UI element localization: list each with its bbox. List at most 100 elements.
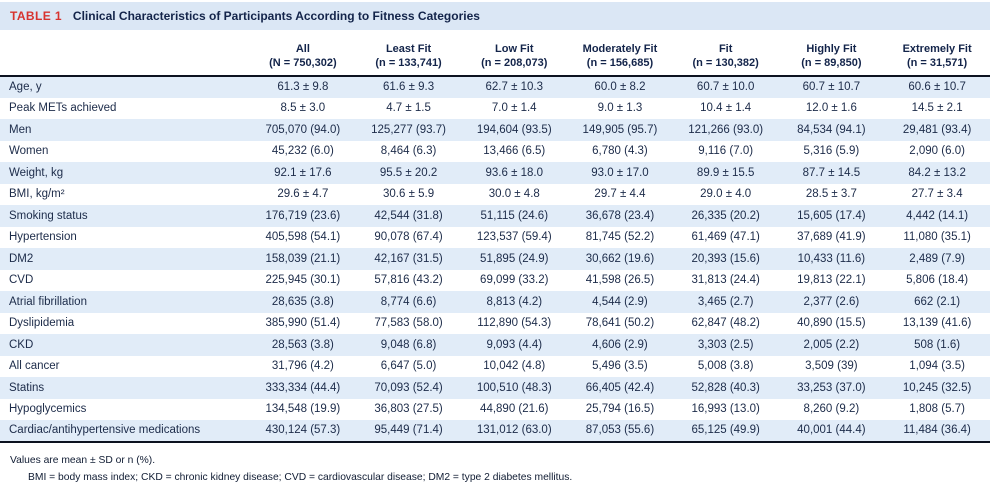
table-body: Age, y 61.3 ± 9.8 61.6 ± 9.3 62.7 ± 10.3 60.… (0, 76, 990, 442)
cell-value: 25,794 (16.5) (585, 403, 655, 416)
column-name: Moderately Fit (582, 43, 658, 55)
cell-value: 87.7 ± 14.5 (802, 166, 861, 179)
cell-value: 385,990 (51.4) (265, 317, 341, 330)
column-header: Fit (n = 130,382) (673, 30, 779, 76)
table-row: Cardiac/antihypertensive medications 430,… (0, 420, 990, 442)
row-label: Statins (9, 381, 45, 394)
row-label: Women (9, 145, 49, 158)
cell-value: 60.0 ± 8.2 (594, 81, 646, 94)
cell-value: 176,719 (23.6) (265, 209, 341, 222)
cell-value: 30.6 ± 5.9 (383, 188, 435, 201)
row-label: CVD (9, 274, 34, 287)
column-header: Extremely Fit (n = 31,571) (884, 30, 990, 76)
cell-value: 6,780 (4.3) (592, 145, 648, 158)
cell-value: 10,245 (32.5) (902, 381, 972, 394)
cell-value: 29.6 ± 4.7 (277, 188, 329, 201)
table-row: Peak METs achieved 8.5 ± 3.0 4.7 ± 1.5 7.0 … (0, 98, 990, 120)
cell-value: 112,890 (54.3) (477, 317, 552, 330)
footnote: BMI = body mass index; CKD = chronic kid… (28, 471, 573, 483)
cell-value: 31,796 (4.2) (271, 360, 334, 373)
cell-value: 508 (1.6) (914, 338, 961, 351)
cell-value: 100,510 (48.3) (476, 381, 552, 394)
cell-value: 30.0 ± 4.8 (488, 188, 540, 201)
cell-value: 40,001 (44.4) (797, 424, 866, 437)
cell-value: 14.5 ± 2.1 (911, 102, 963, 115)
cell-value: 2,005 (2.2) (803, 338, 860, 351)
cell-value: 84,534 (94.1) (797, 123, 866, 136)
cell-value: 57,816 (43.2) (374, 274, 443, 287)
cell-value: 405,598 (54.1) (265, 231, 341, 244)
cell-value: 42,544 (31.8) (374, 209, 443, 222)
cell-value: 1,094 (3.5) (909, 360, 965, 373)
cell-value: 705,070 (94.0) (265, 123, 341, 136)
cell-value: 8,464 (6.3) (380, 145, 437, 158)
cell-value: 10,433 (11.6) (797, 252, 866, 265)
table-row: Atrial fibrillation 28,635 (3.8) 8,774 (6.… (0, 291, 990, 313)
table-row: Age, y 61.3 ± 9.8 61.6 ± 9.3 62.7 ± 10.3 60.… (0, 76, 990, 98)
column-header: Moderately Fit (n = 156,685) (567, 30, 673, 76)
row-label-header (0, 30, 250, 76)
cell-value: 95,449 (71.4) (374, 424, 443, 437)
column-sample-size: (n = 130,382) (692, 57, 759, 69)
cell-value: 90,078 (67.4) (374, 231, 443, 244)
cell-value: 70,093 (52.4) (374, 381, 443, 394)
cell-value: 78,641 (50.2) (585, 317, 655, 330)
cell-value: 45,232 (6.0) (271, 145, 334, 158)
cell-value: 62,847 (48.2) (691, 317, 760, 330)
cell-value: 5,008 (3.8) (697, 360, 754, 373)
row-label: Peak METs achieved (9, 102, 117, 115)
cell-value: 13,466 (6.5) (483, 145, 546, 158)
row-label: All cancer (9, 360, 60, 373)
cell-value: 60.7 ± 10.0 (696, 81, 755, 94)
cell-value: 4,606 (2.9) (592, 338, 648, 351)
table-title-band: TABLE 1 Clinical Characteristics of Part… (0, 2, 990, 30)
cell-value: 87,053 (55.6) (585, 424, 655, 437)
cell-value: 93.0 ± 17.0 (591, 166, 649, 179)
table-row: All cancer 31,796 (4.2) 6,647 (5.0) 10,042 … (0, 356, 990, 378)
table-row: Statins 333,334 (44.4) 70,093 (52.4) 100,51… (0, 377, 990, 399)
cell-value: 29,481 (93.4) (902, 123, 972, 136)
cell-value: 3,509 (39) (805, 360, 858, 373)
table-row: Men 705,070 (94.0) 125,277 (93.7) 194,604 (… (0, 119, 990, 141)
column-header: Least Fit (n = 133,741) (356, 30, 462, 76)
table-title: Clinical Characteristics of Participants… (72, 9, 480, 23)
cell-value: 8,260 (9.2) (803, 403, 860, 416)
cell-value: 33,253 (37.0) (797, 381, 866, 394)
column-sample-size: (n = 89,850) (801, 57, 862, 69)
cell-value: 69,099 (33.2) (480, 274, 549, 287)
cell-value: 3,303 (2.5) (697, 338, 754, 351)
column-name: Highly Fit (806, 43, 857, 55)
column-header: Highly Fit (n = 89,850) (779, 30, 885, 76)
cell-value: 9,116 (7.0) (698, 145, 754, 158)
cell-value: 29.7 ± 4.4 (594, 188, 646, 201)
cell-value: 12.0 ± 1.6 (805, 102, 857, 115)
cell-value: 30,662 (19.6) (585, 252, 655, 265)
row-label: Dyslipidemia (9, 317, 75, 330)
column-header: All (N = 750,302) (250, 30, 356, 76)
row-label: Atrial fibrillation (9, 295, 87, 308)
cell-value: 16,993 (13.0) (691, 403, 760, 416)
cell-value: 62.7 ± 10.3 (485, 81, 543, 94)
cell-value: 4.7 ± 1.5 (386, 102, 431, 115)
column-name: Low Fit (495, 43, 534, 55)
cell-value: 36,678 (23.4) (585, 209, 655, 222)
cell-value: 4,442 (14.1) (906, 209, 969, 222)
column-name: Extremely Fit (902, 43, 972, 55)
cell-value: 2,489 (7.9) (909, 252, 965, 265)
cell-value: 11,484 (36.4) (903, 424, 971, 437)
clinical-characteristics-table: All (N = 750,302) Least Fit (n = 133,741) Lo… (0, 30, 990, 443)
cell-value: 10,042 (4.8) (483, 360, 546, 373)
column-name: All (295, 43, 310, 55)
row-label: Hypoglycemics (9, 403, 87, 416)
footnotes: Values are mean ± SD or n (%). BMI = body… (0, 452, 990, 486)
table-row: Dyslipidemia 385,990 (51.4) 77,583 (58.0) 1… (0, 313, 990, 335)
row-label: Smoking status (9, 209, 88, 222)
cell-value: 6,647 (5.0) (380, 360, 437, 373)
cell-value: 13,139 (41.6) (902, 317, 972, 330)
cell-value: 36,803 (27.5) (374, 403, 443, 416)
cell-value: 52,828 (40.3) (691, 381, 760, 394)
table-number-label: TABLE 1 (10, 9, 62, 23)
cell-value: 19,813 (22.1) (797, 274, 866, 287)
footnote: Values are mean ± SD or n (%). (10, 454, 156, 466)
